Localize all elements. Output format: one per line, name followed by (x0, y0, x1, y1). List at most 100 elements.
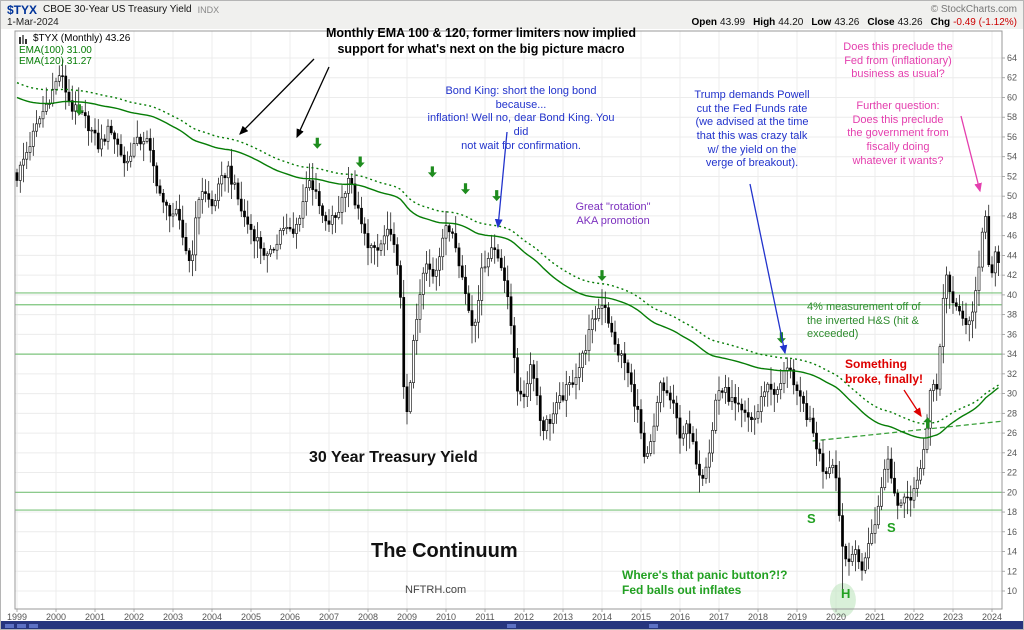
y-axis-tick-label: 50 (1007, 191, 1017, 201)
x-axis-tick-label: 2003 (163, 612, 183, 622)
legend-chart-icon (19, 34, 27, 44)
something-broke-arrow-icon (903, 389, 922, 418)
symbol: $TYX (7, 2, 38, 17)
high-label: High (753, 17, 776, 28)
x-axis-tick-label: 2021 (865, 612, 885, 622)
y-axis-tick-label: 20 (1007, 487, 1017, 497)
x-axis-tick-label: 2000 (46, 612, 66, 622)
x-axis-tick-label: 2007 (319, 612, 339, 622)
quote-low: Low 43.26 (811, 17, 859, 28)
close-label: Close (867, 17, 895, 28)
x-axis-tick-label: 1999 (7, 612, 27, 622)
legend-ema100: EMA(100) 31.00 (19, 44, 92, 56)
y-axis-tick-label: 32 (1007, 369, 1017, 379)
quote-open: Open 43.99 (691, 17, 745, 28)
y-axis-tick-label: 16 (1007, 527, 1017, 537)
x-axis-tick-label: 2001 (85, 612, 105, 622)
low-label: Low (811, 17, 832, 28)
chart-legend: $TYX (Monthly) 43.26 EMA(100) 31.00 EMA(… (19, 33, 130, 68)
x-axis-tick-label: 2006 (280, 612, 300, 622)
y-axis-tick-label: 24 (1007, 448, 1017, 458)
x-axis-tick-label: 2024 (982, 612, 1002, 622)
header: $TYX CBOE 30-Year US Treasury Yield INDX… (1, 1, 1023, 29)
chart-date: 1-Mar-2024 (7, 17, 59, 28)
y-axis-tick-label: 60 (1007, 92, 1017, 102)
trend-down-arrow-icon (355, 156, 365, 168)
y-axis-tick-label: 22 (1007, 468, 1017, 478)
trend-down-arrow-icon (74, 104, 84, 116)
ema-arrow-1-icon (239, 58, 315, 135)
low-value: 43.26 (834, 17, 860, 28)
header-row-2: 1-Mar-2024 Open 43.99 High 44.20 Low 43.26 … (7, 16, 1017, 29)
x-axis-tick-label: 2014 (592, 612, 612, 622)
x-axis-tick-label: 2013 (553, 612, 573, 622)
y-axis-tick-label: 34 (1007, 349, 1017, 359)
trend-down-arrow-icon (597, 270, 607, 282)
open-label: Open (691, 17, 718, 28)
y-axis-tick-label: 14 (1007, 547, 1017, 557)
trend-down-arrow-icon (461, 183, 470, 195)
high-value: 44.20 (778, 17, 804, 28)
y-axis-tick-label: 18 (1007, 507, 1017, 517)
quote-line: Open 43.99 High 44.20 Low 43.26 Close 43.26 … (691, 17, 1017, 28)
x-axis-tick-label: 2016 (670, 612, 690, 622)
y-axis-tick-label: 48 (1007, 211, 1017, 221)
y-axis-tick-label: 12 (1007, 566, 1017, 576)
x-axis-tick-label: 2002 (124, 612, 144, 622)
bottom-bar (1, 621, 1023, 629)
trump-arrow-icon (749, 183, 788, 355)
trend-down-arrow-icon (312, 137, 322, 149)
trend-down-arrow-icon (427, 166, 437, 178)
x-axis-tick-label: 2008 (358, 612, 378, 622)
x-axis-tick-label: 2012 (514, 612, 534, 622)
y-axis-tick-label: 64 (1007, 53, 1017, 63)
legend-main-line: $TYX (Monthly) 43.26 (19, 33, 130, 45)
trend-down-arrow-icon (492, 190, 502, 202)
ema-arrow-2-icon (296, 66, 330, 139)
y-axis-tick-label: 10 (1007, 586, 1017, 596)
quote-high: High 44.20 (753, 17, 803, 28)
trend-up-arrow-icon (923, 417, 933, 429)
x-axis-tick-label: 2004 (202, 612, 222, 622)
further-question-arrow-icon (960, 115, 982, 193)
exchange-label: INDX (197, 4, 220, 15)
symbol-name: CBOE 30-Year US Treasury Yield (43, 4, 192, 15)
y-axis-tick-label: 52 (1007, 171, 1017, 181)
y-axis-tick-label: 28 (1007, 408, 1017, 418)
y-axis-tick-label: 36 (1007, 329, 1017, 339)
x-axis-tick-label: 2009 (397, 612, 417, 622)
bond-king-arrow-icon (494, 131, 508, 229)
x-axis-tick-label: 2015 (631, 612, 651, 622)
y-axis-tick-label: 56 (1007, 132, 1017, 142)
close-value: 43.26 (897, 17, 923, 28)
quote-chg: Chg -0.49 (-1.12%) (931, 17, 1017, 28)
x-axis-tick-label: 2017 (709, 612, 729, 622)
open-value: 43.99 (720, 17, 746, 28)
quote-close: Close 43.26 (867, 17, 922, 28)
y-axis-tick-label: 26 (1007, 428, 1017, 438)
y-axis-tick-label: 40 (1007, 290, 1017, 300)
chg-label: Chg (930, 17, 951, 28)
y-axis-tick-label: 30 (1007, 389, 1017, 399)
x-axis-tick-label: 2005 (241, 612, 261, 622)
x-axis-tick-label: 2019 (787, 612, 807, 622)
x-axis-tick-label: 2010 (436, 612, 456, 622)
y-axis-tick-label: 46 (1007, 231, 1017, 241)
x-axis-tick-label: 2023 (943, 612, 963, 622)
header-row-1: $TYX CBOE 30-Year US Treasury Yield INDX… (7, 2, 1017, 17)
x-axis-tick-label: 2020 (826, 612, 846, 622)
y-axis-tick-label: 54 (1007, 152, 1017, 162)
y-axis-tick-label: 62 (1007, 73, 1017, 83)
y-axis-tick-label: 42 (1007, 270, 1017, 280)
legend-ema120: EMA(120) 31.27 (19, 56, 92, 67)
y-axis-tick-label: 44 (1007, 250, 1017, 260)
chg-value: -0.49 (-1.12%) (953, 17, 1017, 28)
y-axis-tick-label: 38 (1007, 310, 1017, 320)
copyright: © StockCharts.com (930, 4, 1017, 15)
x-axis-tick-label: 2022 (904, 612, 924, 622)
x-axis-tick-label: 2011 (475, 612, 494, 622)
x-axis-tick-label: 2018 (748, 612, 768, 622)
y-axis-tick-label: 58 (1007, 112, 1017, 122)
